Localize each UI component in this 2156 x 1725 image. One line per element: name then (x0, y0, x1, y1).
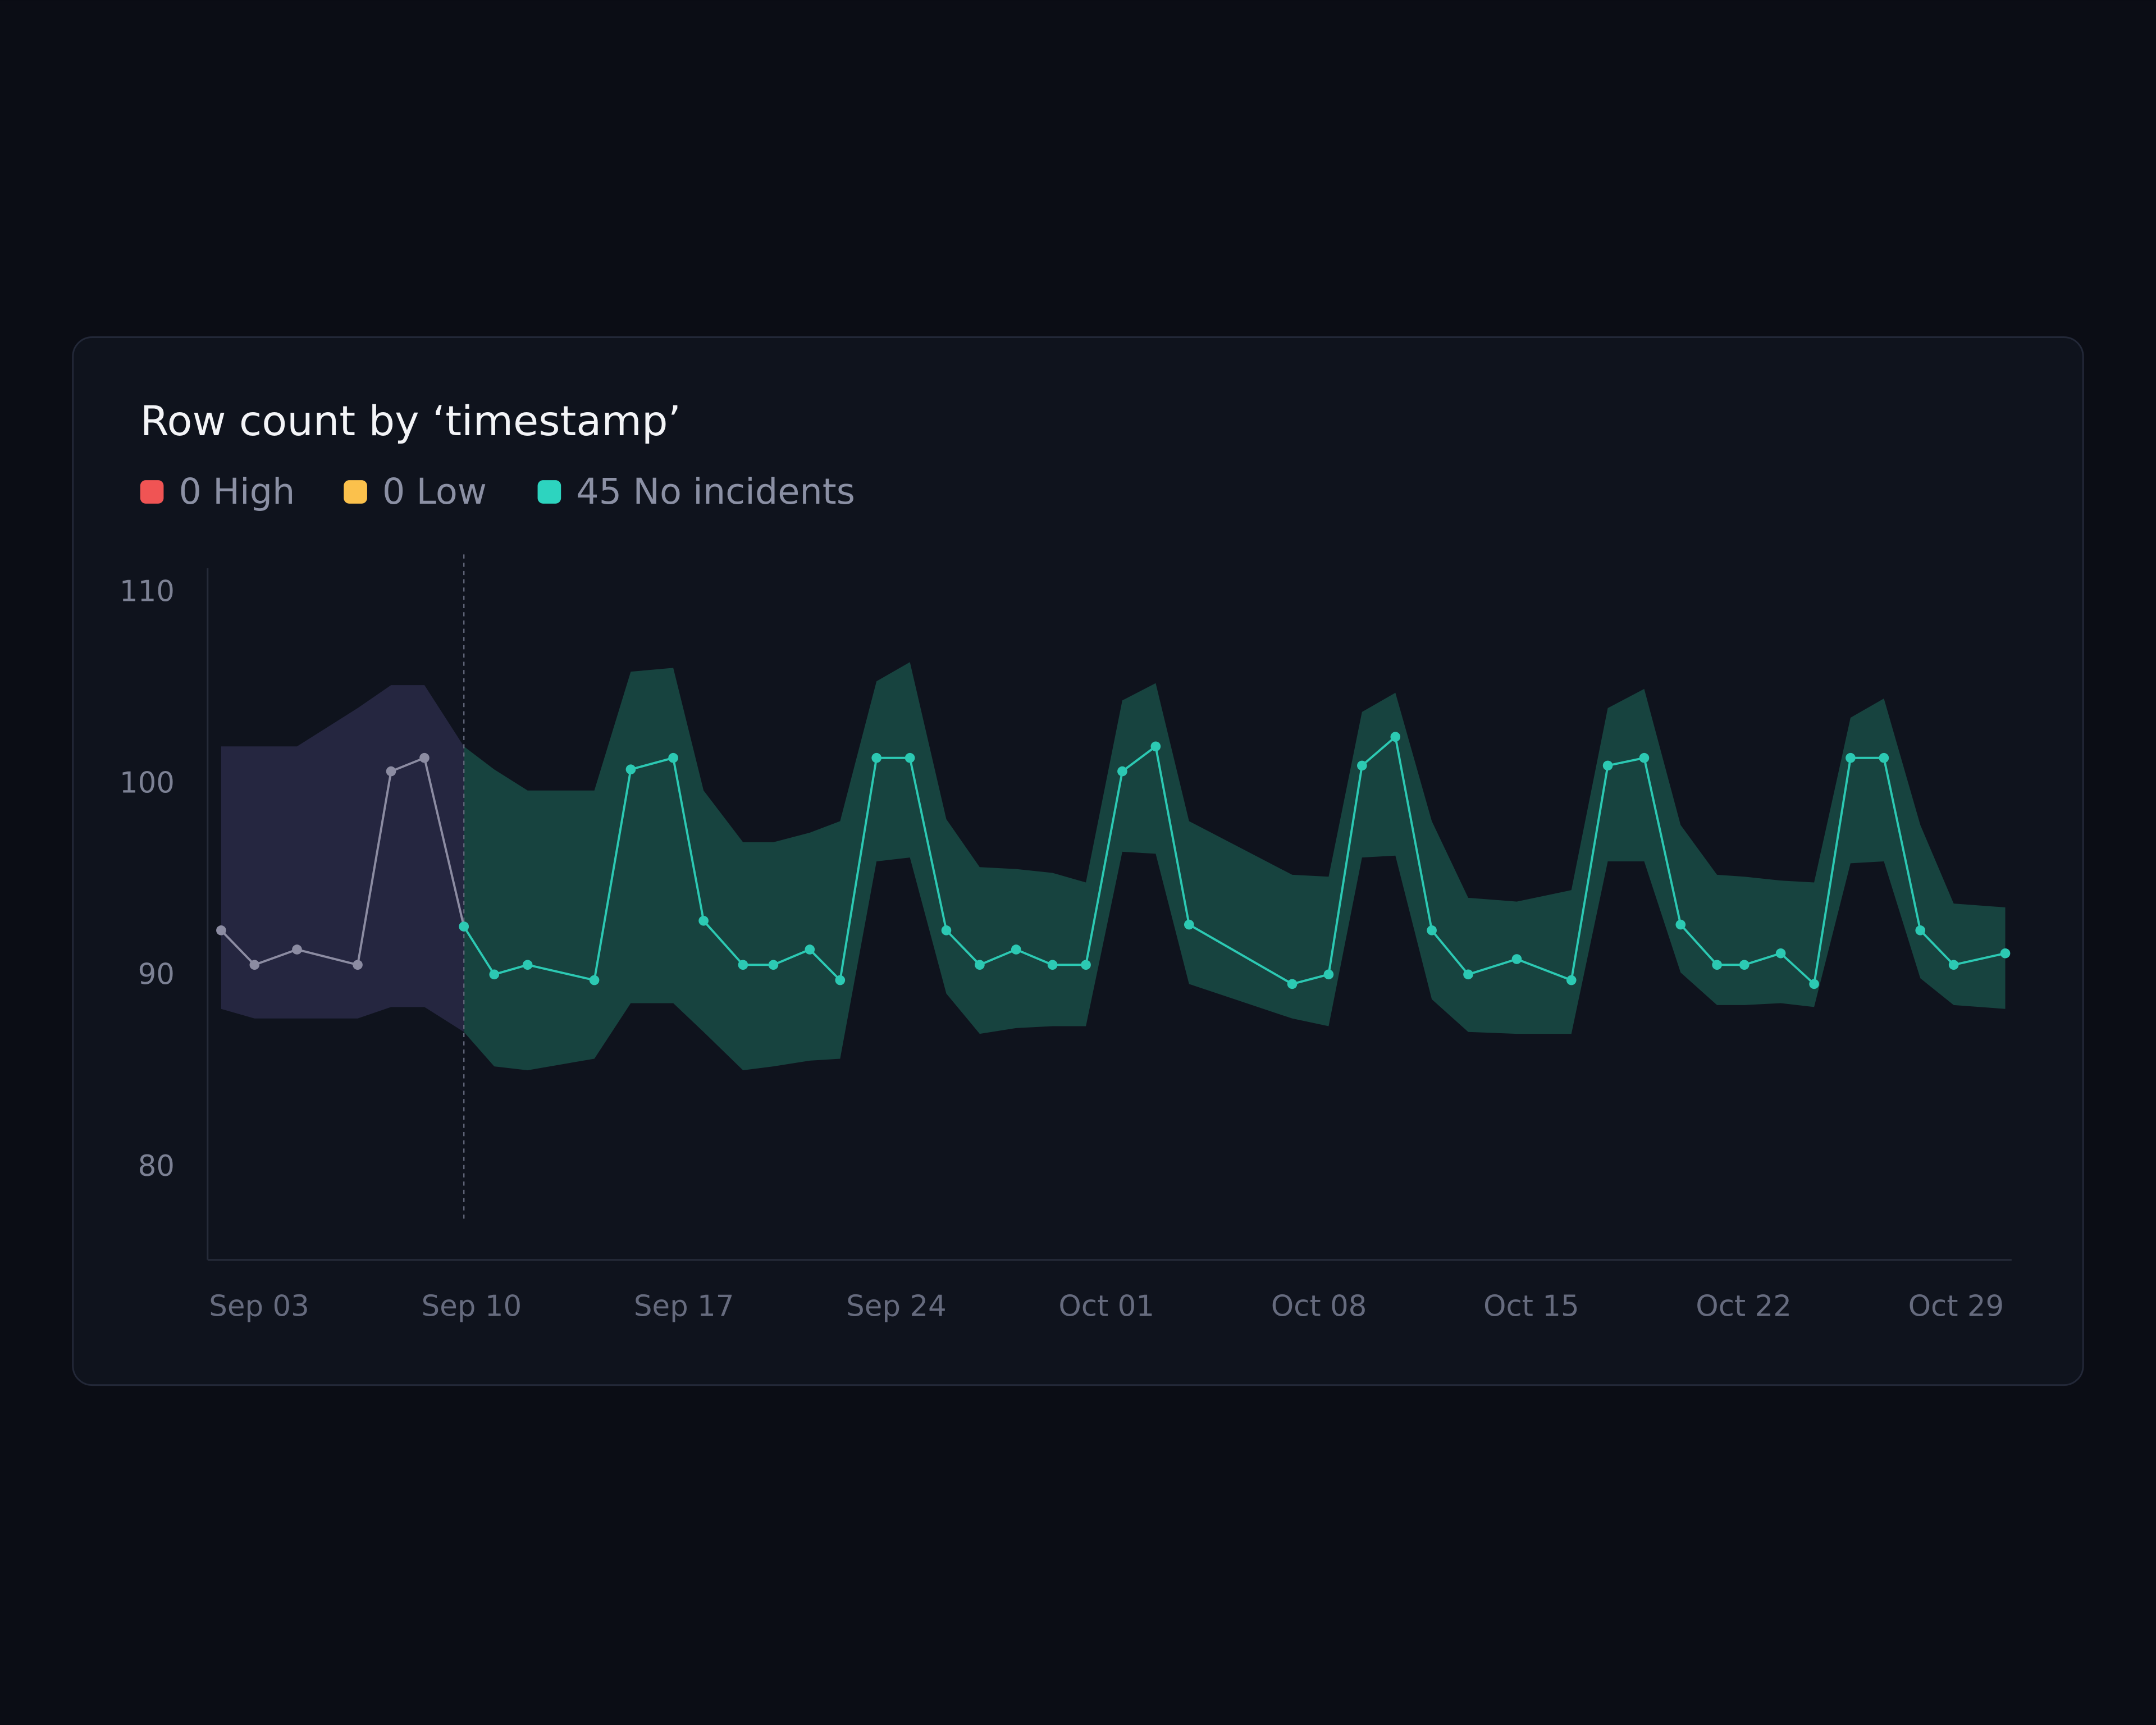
point (1712, 960, 1722, 970)
point (292, 944, 302, 955)
y-tick-label: 90 (138, 958, 175, 992)
point (1775, 948, 1786, 959)
x-tick-label: Oct 08 (1271, 1289, 1367, 1323)
point (835, 975, 846, 985)
x-tick-label: Sep 10 (422, 1289, 522, 1323)
point (1511, 954, 1522, 964)
point (1150, 741, 1161, 752)
legend-swatch (537, 480, 561, 504)
legend-label: 45 No incidents (576, 471, 855, 513)
point (1602, 760, 1613, 771)
point (1081, 960, 1091, 970)
chart-title: Row count by ‘timestamp’ (140, 398, 681, 445)
y-tick-label: 80 (138, 1149, 175, 1183)
card (72, 336, 2084, 1386)
point (1809, 979, 1819, 989)
point (1287, 979, 1298, 989)
point (249, 960, 260, 970)
point (1846, 752, 1856, 763)
legend-label: 0 Low (382, 471, 487, 513)
x-tick-label: Sep 03 (209, 1289, 309, 1323)
x-tick-label: Oct 01 (1058, 1289, 1154, 1323)
point (1915, 925, 1926, 935)
point (1323, 969, 1334, 980)
point (1117, 766, 1127, 777)
point (941, 925, 952, 935)
y-tick-label: 100 (120, 766, 175, 800)
point (1047, 960, 1058, 970)
legend-label: 0 High (179, 471, 295, 513)
x-tick-label: Oct 29 (1908, 1289, 2004, 1323)
point (459, 921, 469, 932)
point (386, 766, 396, 777)
point (698, 915, 709, 926)
point (975, 960, 985, 970)
point (1739, 960, 1750, 970)
point (419, 752, 430, 763)
point (1427, 925, 1437, 935)
point (625, 764, 636, 775)
x-tick-label: Sep 24 (846, 1289, 947, 1323)
point (1184, 919, 1194, 930)
point (738, 960, 748, 970)
y-tick-label: 110 (120, 574, 175, 608)
point (216, 925, 226, 935)
point (1011, 944, 1021, 955)
band (221, 685, 464, 1032)
x-tick-label: Sep 17 (634, 1289, 734, 1323)
point (805, 944, 815, 955)
point (1879, 752, 1889, 763)
point (1639, 752, 1650, 763)
point (668, 752, 678, 763)
point (1357, 760, 1367, 771)
point (353, 960, 363, 970)
point (1566, 975, 1577, 985)
point (1463, 969, 1473, 980)
point (489, 969, 500, 980)
point (1675, 919, 1686, 930)
x-tick-label: Oct 15 (1483, 1289, 1579, 1323)
point (522, 960, 533, 970)
point (589, 975, 600, 985)
point (2000, 948, 2011, 959)
point (905, 752, 915, 763)
point (1390, 732, 1401, 742)
legend-swatch (344, 480, 367, 504)
legend-swatch (140, 480, 164, 504)
point (1948, 960, 1959, 970)
point (768, 960, 779, 970)
point (871, 752, 881, 763)
x-tick-label: Oct 22 (1696, 1289, 1792, 1323)
